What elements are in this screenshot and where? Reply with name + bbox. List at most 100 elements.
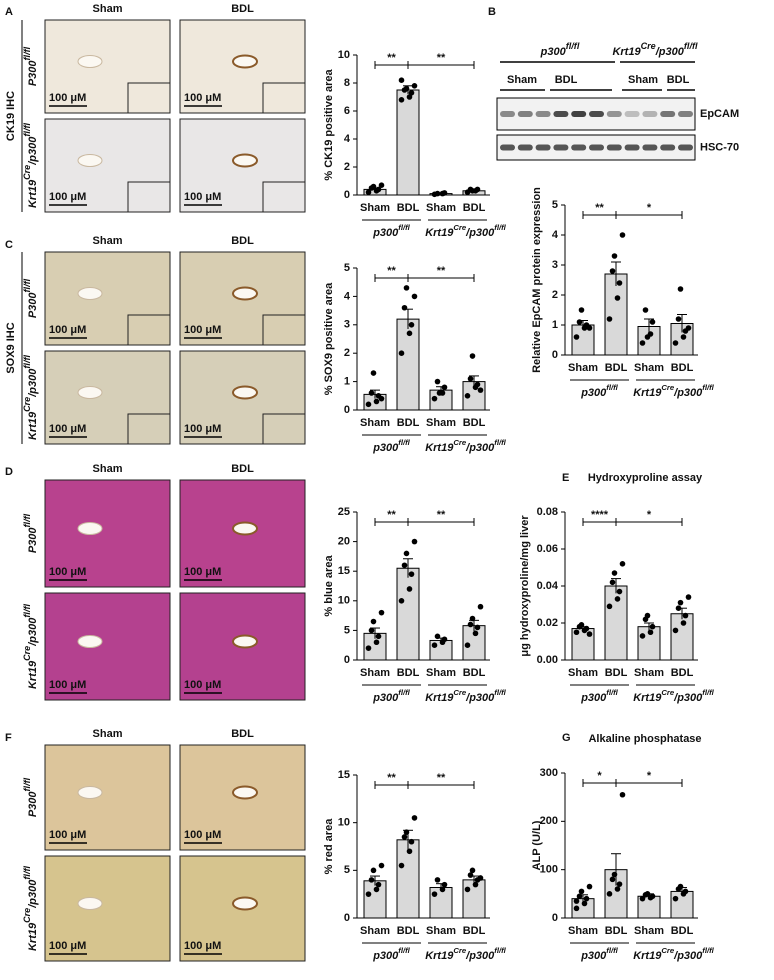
data-point	[403, 285, 410, 291]
y-tick-label: 8	[344, 77, 350, 89]
lane-label: BDL	[667, 74, 690, 86]
column-header: BDL	[231, 463, 254, 475]
group-label: p300fl/fl	[580, 688, 618, 704]
data-point	[469, 867, 476, 874]
x-tick-label: Sham	[568, 925, 598, 937]
y-axis-label: % SOX9 positive area	[323, 282, 335, 395]
text-part: fl/fl	[398, 688, 410, 697]
data-point	[408, 90, 415, 96]
text-part: fl/fl	[606, 688, 618, 697]
text-part: fl/fl	[606, 946, 618, 955]
data-point	[474, 186, 481, 193]
bar	[396, 89, 420, 196]
data-point	[576, 319, 583, 325]
chart-title: Alkaline phosphatase	[588, 733, 701, 745]
scale-bar-label: 100 μM	[49, 829, 86, 841]
data-point	[441, 190, 448, 196]
text-part: fl/fl	[494, 946, 506, 955]
data-point	[472, 881, 479, 888]
y-tick-label: 0	[344, 404, 350, 416]
y-tick-label: 2	[344, 161, 350, 173]
vessel	[77, 154, 103, 167]
data-point	[677, 599, 684, 606]
band	[517, 144, 533, 151]
data-point	[477, 387, 484, 393]
data-point	[434, 190, 441, 197]
vessel	[232, 54, 258, 69]
data-point	[606, 316, 613, 322]
text-part: p300	[372, 227, 399, 239]
data-point	[644, 891, 651, 897]
text-part: Krt19	[27, 179, 39, 208]
scale-bar-label: 100 μM	[184, 940, 221, 952]
scale-bar-label: 100 μM	[184, 92, 221, 104]
y-tick-label: 2	[344, 347, 350, 359]
micrograph	[44, 855, 171, 962]
data-point	[411, 293, 418, 300]
y-tick-label: 20	[338, 536, 350, 548]
bar	[604, 273, 628, 356]
data-point	[677, 286, 684, 292]
data-point	[583, 625, 590, 632]
x-tick-label: BDL	[397, 667, 420, 679]
y-tick-label: 4	[552, 229, 559, 241]
panel-letter: F	[5, 732, 12, 744]
scale-bar-label: 100 μM	[49, 191, 86, 203]
vessel	[232, 521, 258, 536]
group-label: p300fl/fl	[372, 688, 410, 704]
data-point	[649, 319, 656, 325]
protein-label: EpCAM	[700, 108, 739, 120]
group-label: Krt19Cre/p300fl/fl	[633, 946, 714, 962]
text-part: P300	[27, 60, 39, 87]
x-tick-label: Sham	[426, 925, 456, 937]
data-point	[474, 381, 481, 388]
text-part: Cre	[453, 688, 467, 697]
row-label: P300fl/fl	[22, 777, 39, 817]
text-part: fl/fl	[398, 223, 410, 232]
data-point	[586, 325, 593, 331]
data-point	[573, 629, 580, 636]
inset	[262, 413, 306, 445]
text-part: fl/fl	[398, 946, 410, 955]
data-point	[583, 895, 590, 902]
significance: **	[437, 772, 446, 784]
data-point	[611, 570, 618, 576]
text-part: fl/fl	[702, 946, 714, 955]
bar	[396, 567, 420, 661]
significance: **	[387, 509, 396, 521]
text-part: Krt19	[27, 660, 39, 689]
data-point	[375, 881, 382, 888]
band	[660, 144, 676, 151]
band	[500, 111, 515, 117]
column-header: Sham	[93, 235, 123, 247]
text-part: /p300	[673, 950, 703, 962]
vessel	[232, 634, 258, 649]
band	[678, 144, 693, 151]
data-point	[586, 631, 593, 637]
y-tick-label: 1	[344, 376, 350, 388]
y-tick-label: 4	[344, 133, 351, 145]
inset	[127, 314, 171, 346]
significance: ****	[591, 509, 609, 521]
text-part: p300	[540, 46, 567, 58]
text-part: fl/fl	[702, 688, 714, 697]
data-point	[365, 189, 372, 195]
data-point	[464, 642, 471, 648]
data-point	[467, 621, 474, 628]
x-tick-label: Sham	[360, 667, 390, 679]
y-tick-label: 1	[552, 319, 558, 331]
data-point	[606, 891, 613, 897]
data-point	[398, 598, 405, 604]
text-part: fl/fl	[22, 278, 32, 292]
band	[571, 144, 587, 151]
data-point	[609, 876, 616, 883]
text-part: fl/fl	[22, 603, 32, 617]
text-part: fl/fl	[566, 41, 580, 51]
vessel	[77, 287, 103, 300]
vessel	[77, 786, 103, 799]
text-part: Cre	[641, 41, 656, 51]
scale-bar-label: 100 μM	[49, 679, 86, 691]
data-point	[408, 838, 415, 845]
data-point	[639, 895, 646, 902]
band	[660, 111, 676, 117]
